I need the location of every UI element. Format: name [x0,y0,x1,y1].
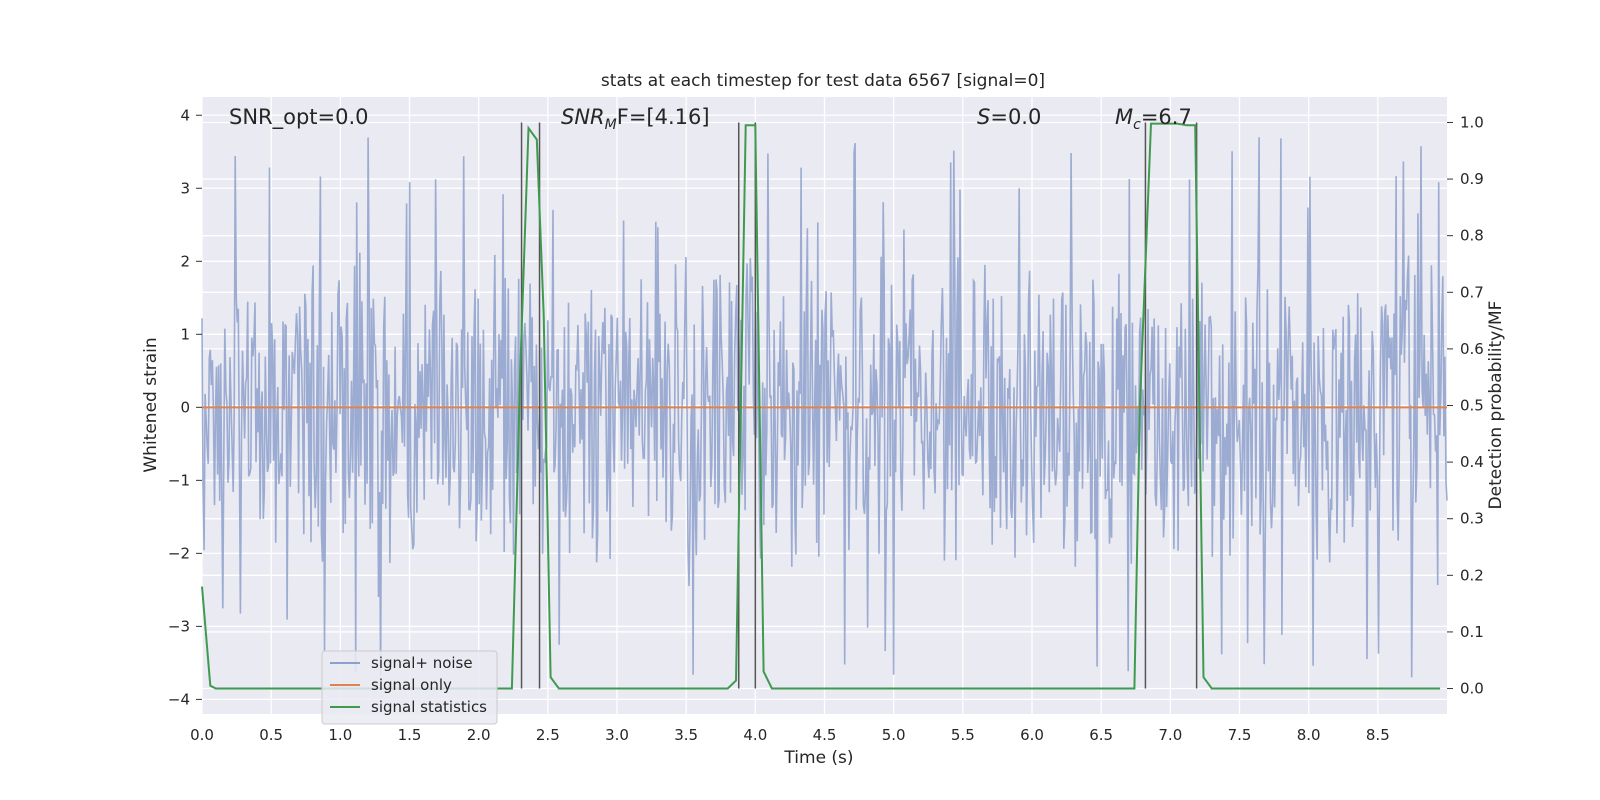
legend: signal+ noise signal only signal statist… [321,650,498,725]
x-tick-label: 6.0 [1020,726,1044,744]
y-tick-label: 2 [180,252,190,270]
x-tick-label: 7.5 [1228,726,1252,744]
x-tick-label: 0.0 [190,726,214,744]
y-tick-label: −4 [168,690,190,708]
annotation-mc-sub: c [1133,117,1141,133]
y2-tick-label: 0.8 [1460,227,1484,245]
x-axis-label: Time (s) [783,748,853,768]
series-signal-noise-line [201,137,1448,678]
x-tick-label: 8.0 [1297,726,1321,744]
legend-label-signal-statistics: signal statistics [371,698,487,716]
y2-tick-label: 0.9 [1460,170,1484,188]
y2-axis-label: Detection probability/MF [1486,301,1506,510]
y-tick-label: −2 [168,544,190,562]
annotation-snr-mf-value: F=[4.16] [617,105,710,129]
x-tick-label: 6.5 [1089,726,1113,744]
y2-tick-label: 0.0 [1460,680,1484,698]
x-tick-label: 2.0 [467,726,491,744]
y2-tick-label: 0.4 [1460,453,1484,471]
y-tick-label: 0 [180,398,190,416]
series-signal-statistics-line [201,122,1441,690]
chart-title: stats at each timestep for test data 656… [601,71,1045,91]
y2-tick-label: 0.2 [1460,566,1484,584]
y-tick-label: 4 [180,106,190,124]
x-tick-label: 4.0 [743,726,767,744]
annotation-s-var: S [977,105,990,129]
annotation-snr-mf-var: SNR [561,105,605,129]
x-tick-label: 1.5 [398,726,422,744]
x-tick-label: 2.5 [536,726,560,744]
y-tick-label: −1 [168,471,190,489]
y2-tick-label: 0.3 [1460,510,1484,528]
x-tick-label: 0.5 [259,726,283,744]
y-tick-label: −3 [168,617,190,635]
y2-tick-label: 0.7 [1460,283,1484,301]
y-tick-label: 3 [180,179,190,197]
x-tick-label: 3.5 [674,726,698,744]
x-tick-label: 5.5 [951,726,975,744]
y2-tick-label: 0.1 [1460,623,1484,641]
annotation-s: S=0.0 [977,105,1041,129]
annotation-mc-value: =6.7 [1141,105,1192,129]
legend-box [321,650,498,725]
annotation-mc: Mc=6.7 [1115,105,1192,133]
x-tick-label: 1.0 [328,726,352,744]
y-tick-label: 1 [180,325,190,343]
y2-tick-label: 1.0 [1460,113,1484,131]
annotation-snr-mf-sub: M [605,117,617,133]
annotation-s-value: =0.0 [990,105,1041,129]
y2-tick-label: 0.6 [1460,340,1484,358]
x-tick-label: 8.5 [1366,726,1390,744]
annotation-snr-mf: SNRMF=[4.16] [561,105,710,133]
annotation-mc-var: M [1115,105,1133,129]
y-axis-label: Whitened strain [141,337,161,472]
legend-label-signal-noise: signal+ noise [371,654,473,672]
y2-tick-label: 0.5 [1460,397,1484,415]
x-tick-label: 7.0 [1158,726,1182,744]
x-tick-label: 3.0 [605,726,629,744]
annotation-snr-opt: SNR_opt=0.0 [229,105,369,130]
legend-label-signal-only: signal only [371,676,452,694]
x-tick-label: 5.0 [882,726,906,744]
x-tick-label: 4.5 [813,726,837,744]
